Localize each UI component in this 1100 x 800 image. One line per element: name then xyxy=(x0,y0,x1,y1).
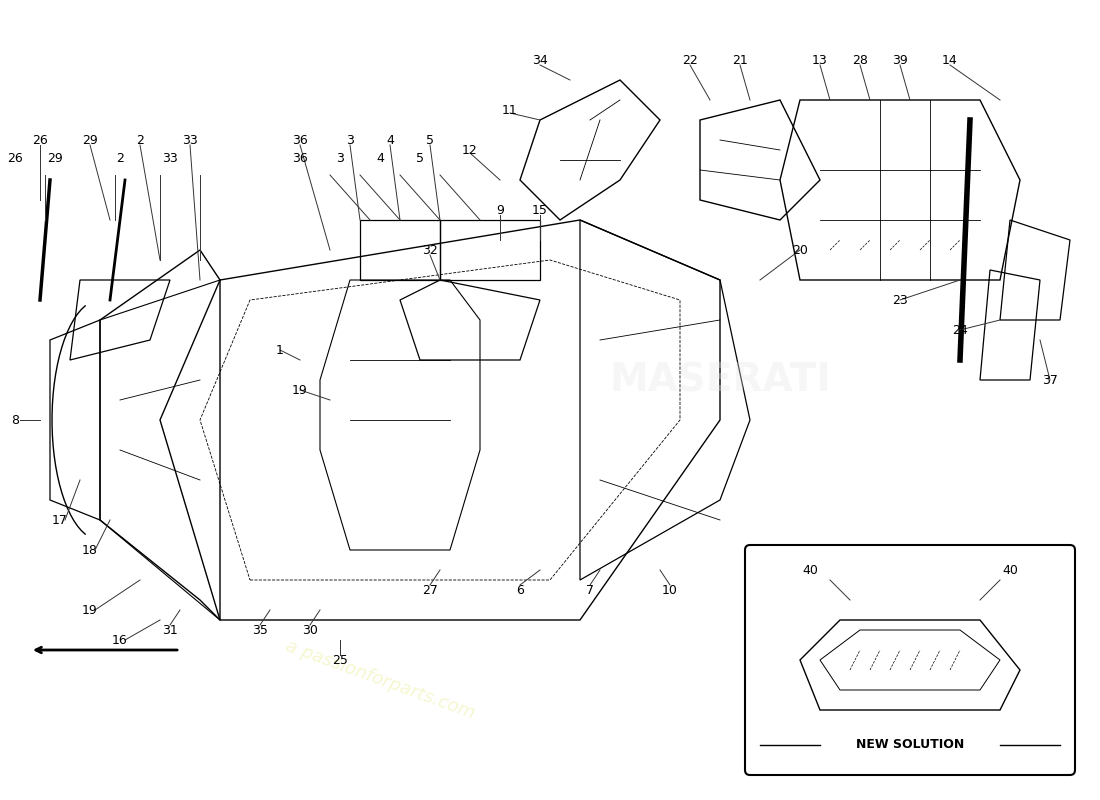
Text: 21: 21 xyxy=(733,54,748,66)
Text: 4: 4 xyxy=(376,152,384,165)
Text: 15: 15 xyxy=(532,203,548,217)
Text: 40: 40 xyxy=(1002,563,1018,577)
Text: 18: 18 xyxy=(82,543,98,557)
Text: 16: 16 xyxy=(112,634,128,646)
Text: 26: 26 xyxy=(7,152,23,165)
Text: 26: 26 xyxy=(32,134,48,146)
Text: 36: 36 xyxy=(293,152,308,165)
Text: 19: 19 xyxy=(293,383,308,397)
Text: 3: 3 xyxy=(337,152,344,165)
Text: 19: 19 xyxy=(82,603,98,617)
Text: 17: 17 xyxy=(52,514,68,526)
FancyBboxPatch shape xyxy=(745,545,1075,775)
Text: 10: 10 xyxy=(662,583,678,597)
Text: 34: 34 xyxy=(532,54,548,66)
Text: 22: 22 xyxy=(682,54,697,66)
Text: 3: 3 xyxy=(346,134,354,146)
Text: 14: 14 xyxy=(942,54,958,66)
Text: 23: 23 xyxy=(892,294,907,306)
Text: 39: 39 xyxy=(892,54,907,66)
Text: 37: 37 xyxy=(1042,374,1058,386)
Text: 5: 5 xyxy=(416,152,424,165)
Text: 7: 7 xyxy=(586,583,594,597)
Text: 13: 13 xyxy=(812,54,828,66)
Text: NEW SOLUTION: NEW SOLUTION xyxy=(856,738,964,751)
Text: 24: 24 xyxy=(953,323,968,337)
Text: 29: 29 xyxy=(82,134,98,146)
Text: 9: 9 xyxy=(496,203,504,217)
Text: 2: 2 xyxy=(136,134,144,146)
Text: 35: 35 xyxy=(252,623,268,637)
Text: 2: 2 xyxy=(117,152,124,165)
Text: 12: 12 xyxy=(462,143,477,157)
Text: 33: 33 xyxy=(162,152,178,165)
Text: a passionforparts.com: a passionforparts.com xyxy=(283,638,477,722)
Text: 36: 36 xyxy=(293,134,308,146)
Text: 8: 8 xyxy=(11,414,19,426)
Text: 33: 33 xyxy=(183,134,198,146)
Text: 4: 4 xyxy=(386,134,394,146)
Text: MASERATI: MASERATI xyxy=(609,361,830,399)
Text: 5: 5 xyxy=(426,134,434,146)
Text: 20: 20 xyxy=(792,243,807,257)
Text: 1: 1 xyxy=(276,343,284,357)
Text: 27: 27 xyxy=(422,583,438,597)
Text: 29: 29 xyxy=(47,152,63,165)
Text: 31: 31 xyxy=(162,623,178,637)
Text: 25: 25 xyxy=(332,654,348,666)
Text: 28: 28 xyxy=(852,54,868,66)
Text: 6: 6 xyxy=(516,583,524,597)
Text: 40: 40 xyxy=(802,563,818,577)
Text: 30: 30 xyxy=(302,623,318,637)
Text: 11: 11 xyxy=(502,103,518,117)
Text: 32: 32 xyxy=(422,243,438,257)
